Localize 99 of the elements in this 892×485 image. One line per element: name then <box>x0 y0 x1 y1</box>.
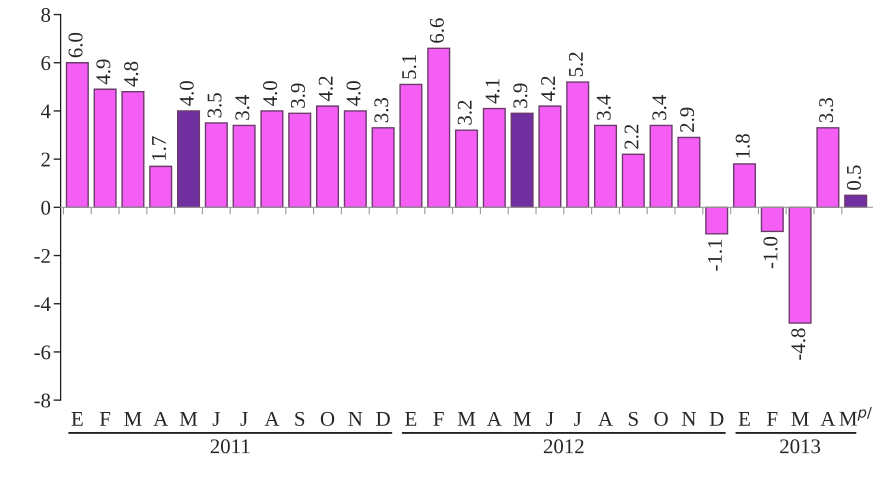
y-tick-label: -6 <box>34 345 50 360</box>
data-label: 5.2 <box>568 52 584 76</box>
data-label: 4.0 <box>263 81 278 106</box>
bar <box>260 110 284 208</box>
data-label: 4.0 <box>346 81 361 106</box>
x-tick-label: J <box>574 412 582 426</box>
x-tick-label: E <box>72 412 83 426</box>
x-tick-label: M <box>513 412 531 426</box>
x-tick-label: D <box>376 412 390 426</box>
x-tick-label: M <box>458 412 476 426</box>
y-tick-label: -2 <box>34 248 50 263</box>
data-label: 2.2 <box>624 124 639 149</box>
x-tick-label: F <box>767 412 778 426</box>
x-tick-label: S <box>295 412 304 426</box>
data-label: 3.5 <box>208 93 222 118</box>
data-label: -1.1 <box>708 240 722 271</box>
y-tick-label: 2 <box>41 152 50 166</box>
x-tick-label: F <box>434 412 444 426</box>
x-tick-label: A <box>153 412 168 426</box>
bar <box>94 88 117 208</box>
data-label: 3.4 <box>235 95 250 120</box>
bar <box>176 110 200 208</box>
data-label: 4.2 <box>541 76 556 102</box>
data-label: 3.2 <box>458 100 472 125</box>
bar <box>316 105 340 208</box>
x-tick-label: O <box>320 412 334 426</box>
text: 2013 <box>780 439 820 454</box>
y-tick-label: 0 <box>41 200 50 215</box>
data-label: 3.3 <box>819 98 834 122</box>
bar <box>538 105 562 208</box>
bar <box>121 90 144 208</box>
bar <box>510 112 534 208</box>
data-label: 2.9 <box>680 108 694 132</box>
bar <box>454 130 478 208</box>
data-label: 4.1 <box>486 79 500 104</box>
bar <box>788 206 812 324</box>
x-tick-label: A <box>820 412 836 426</box>
bar <box>622 154 645 208</box>
x-tick-label: E <box>405 412 416 426</box>
x-tick-label: D <box>710 412 724 426</box>
x-tick-label: N <box>682 412 696 426</box>
x-tick-label: A <box>264 412 280 426</box>
x-tick-label: J <box>212 412 220 426</box>
x-tick-label: E <box>738 412 750 426</box>
x-tick-label: N <box>348 412 362 426</box>
bar <box>650 124 673 208</box>
data-label: 3.3 <box>374 98 388 122</box>
data-label: 3.9 <box>290 84 306 108</box>
bar <box>816 127 840 208</box>
x-tick-label: O <box>654 412 668 426</box>
data-label: 4.0 <box>180 81 194 106</box>
data-label: 5.1 <box>402 55 416 79</box>
bar <box>427 48 450 208</box>
x-tick-label: A <box>486 412 502 426</box>
bar <box>344 110 367 208</box>
bar <box>288 112 312 208</box>
bar <box>482 108 506 208</box>
bar <box>372 127 395 208</box>
data-label: 4.9 <box>96 59 110 84</box>
y-tick-label: 6 <box>41 56 50 70</box>
data-label: 4.2 <box>318 76 333 102</box>
y-tick-label: -8 <box>34 394 50 408</box>
bar <box>732 163 756 208</box>
data-label: 3.4 <box>652 95 666 120</box>
bar <box>677 136 700 208</box>
x-tick-label: M$^{p/}$ <box>840 406 872 426</box>
x-tick-label: M <box>124 412 142 426</box>
bar <box>760 206 784 232</box>
bar <box>232 124 256 208</box>
x-tick-label: F <box>100 412 110 426</box>
bar <box>204 122 228 208</box>
bar <box>149 166 172 208</box>
data-label: 0.5 <box>846 165 862 190</box>
bar <box>566 81 590 208</box>
y-tick-label: 4 <box>40 104 51 118</box>
bar <box>594 124 618 208</box>
data-label: 3.9 <box>513 84 528 108</box>
data-label: 6.6 <box>430 18 444 43</box>
data-label: 1.7 <box>152 136 166 160</box>
x-tick-label: M <box>180 412 198 426</box>
bar <box>66 62 89 208</box>
y-tick-label: -4 <box>34 297 51 311</box>
data-label: 1.8 <box>736 134 750 158</box>
bar <box>844 194 868 208</box>
data-label: 3.4 <box>596 95 611 120</box>
x-tick-label: A <box>598 412 613 426</box>
text: 2012 <box>544 439 584 454</box>
x-tick-label: M <box>791 412 809 426</box>
data-label: -4.8 <box>791 328 806 360</box>
y-tick-label: 8 <box>41 8 50 22</box>
data-label: -1.0 <box>763 236 778 268</box>
x-tick-label: J <box>240 412 248 426</box>
x-tick-label: J <box>546 412 554 426</box>
data-label: 6.0 <box>68 32 83 58</box>
bar <box>705 206 728 235</box>
data-label: 4.8 <box>124 62 138 87</box>
bar <box>399 84 422 208</box>
text: 2011 <box>210 439 250 454</box>
x-tick-label: S <box>628 412 638 426</box>
